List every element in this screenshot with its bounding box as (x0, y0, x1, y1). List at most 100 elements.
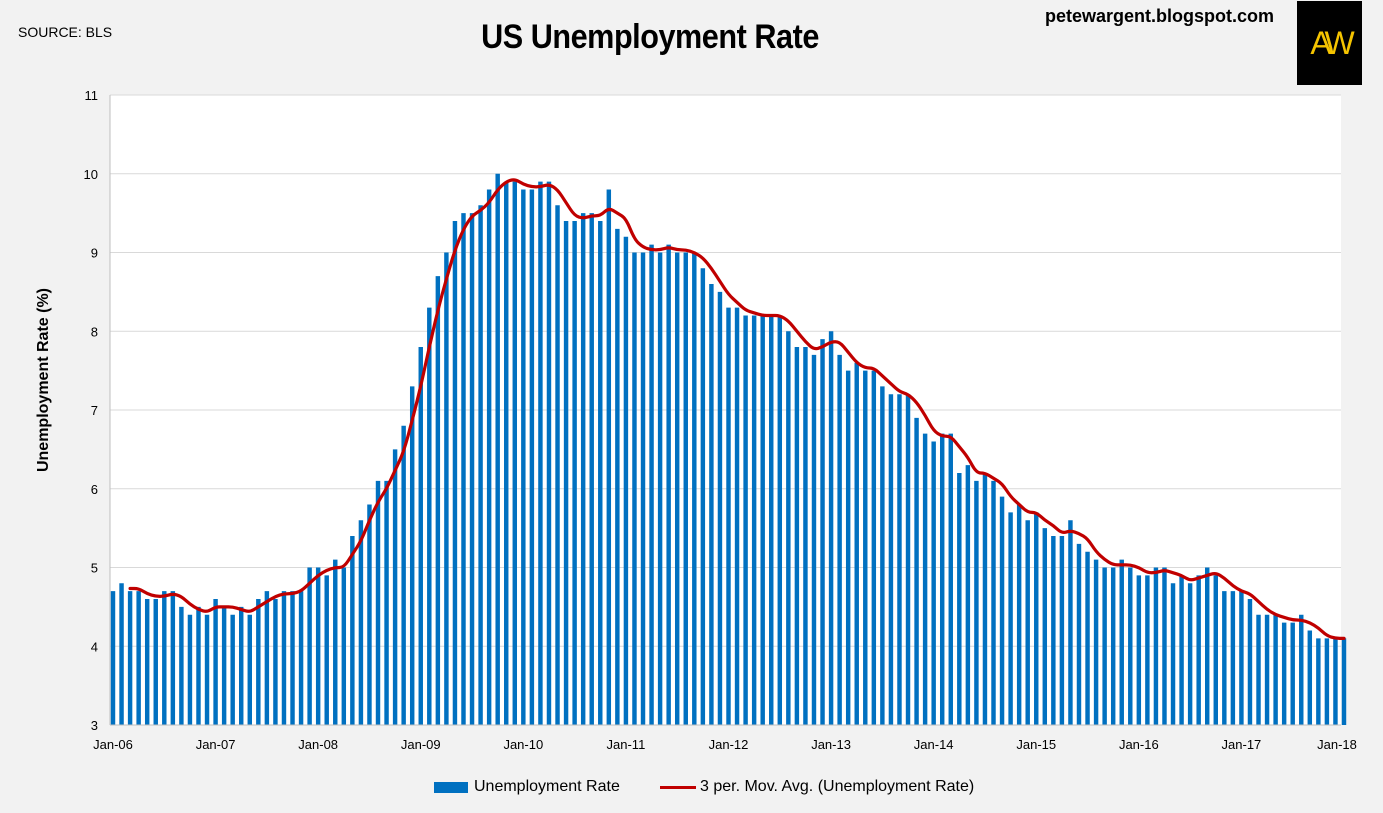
bar (811, 354, 817, 725)
bar (230, 614, 235, 725)
x-tick-label: Jan-07 (196, 737, 236, 752)
bar (392, 449, 398, 725)
bar (1051, 536, 1056, 725)
bar (991, 480, 996, 725)
bar (110, 591, 116, 725)
bar (427, 307, 432, 725)
bar (769, 315, 774, 725)
y-tick-label: 6 (91, 482, 98, 497)
bar (999, 496, 1005, 725)
bar (589, 213, 594, 725)
legend-item-moving-average: 3 per. Mov. Avg. (Unemployment Rate) (660, 778, 974, 796)
bar (1034, 512, 1039, 725)
bar (897, 394, 902, 725)
bar (965, 465, 971, 725)
bar (692, 252, 697, 725)
bar (1128, 567, 1133, 725)
bar (1187, 583, 1193, 725)
bar (1008, 512, 1013, 725)
bar (213, 599, 218, 725)
x-tick-label: Jan-18 (1317, 737, 1357, 752)
bar (409, 386, 415, 725)
bar (743, 315, 748, 725)
bar (435, 276, 441, 725)
bar (1196, 575, 1201, 725)
bar (444, 252, 449, 725)
bar (324, 575, 329, 725)
bar (504, 181, 509, 725)
bar (341, 567, 347, 725)
bar (196, 606, 201, 725)
bar (256, 599, 261, 725)
bar (974, 480, 979, 725)
bar (538, 181, 543, 725)
bar (1230, 591, 1236, 725)
bar (187, 614, 193, 725)
bar (1170, 583, 1176, 725)
bar (1222, 591, 1227, 725)
bar (1307, 630, 1313, 725)
bar (1136, 575, 1142, 725)
bar (632, 252, 637, 725)
bar (367, 504, 372, 725)
bar (1290, 622, 1295, 725)
y-tick-label: 9 (91, 246, 98, 261)
bar (880, 386, 885, 725)
y-tick-label: 4 (91, 639, 98, 654)
legend: Unemployment Rate 3 per. Mov. Avg. (Unem… (0, 778, 1383, 802)
bar (307, 567, 312, 725)
y-tick-label: 8 (91, 324, 98, 339)
bar (717, 291, 723, 725)
bar (939, 433, 945, 725)
bar (1016, 504, 1022, 725)
bar (905, 394, 911, 725)
bar (495, 173, 500, 725)
bar (888, 394, 894, 725)
bar (1179, 575, 1184, 725)
bar (119, 583, 124, 725)
bar (709, 284, 714, 725)
legend-swatch-line (660, 785, 696, 789)
bar (1324, 638, 1330, 725)
bar (247, 614, 253, 725)
bar (837, 354, 842, 725)
bar (170, 591, 176, 725)
x-tick-label: Jan-15 (1016, 737, 1056, 752)
bar (358, 520, 364, 725)
bar (512, 181, 518, 725)
bar (982, 473, 988, 725)
y-tick-label: 7 (91, 403, 98, 418)
bar (666, 244, 671, 725)
bar (333, 559, 338, 725)
bar (871, 370, 877, 725)
bar (640, 252, 646, 725)
bar (794, 347, 800, 725)
bar (1068, 520, 1073, 725)
x-tick-label: Jan-08 (298, 737, 338, 752)
bar (777, 315, 783, 725)
bar (290, 591, 295, 725)
logo-text: AW (1310, 24, 1354, 61)
bar (820, 339, 825, 725)
bar (127, 591, 133, 725)
bar (1153, 567, 1159, 725)
bar (786, 331, 791, 725)
source-label: SOURCE: BLS (18, 24, 113, 40)
bar (1085, 551, 1090, 725)
bar (1247, 599, 1253, 725)
x-tick-label: Jan-11 (607, 737, 646, 752)
bar (1299, 614, 1304, 725)
bar (136, 591, 141, 725)
bar (418, 347, 423, 725)
blog-url: petewargent.blogspot.com (1045, 6, 1275, 26)
bar (734, 307, 740, 725)
bar (529, 189, 535, 725)
bar (1119, 559, 1124, 725)
bar (239, 606, 244, 725)
bar (204, 614, 210, 725)
bar (1042, 528, 1048, 725)
bar (854, 362, 859, 725)
bar (563, 221, 569, 725)
bar (469, 213, 475, 725)
x-tick-label: Jan-16 (1119, 737, 1159, 752)
